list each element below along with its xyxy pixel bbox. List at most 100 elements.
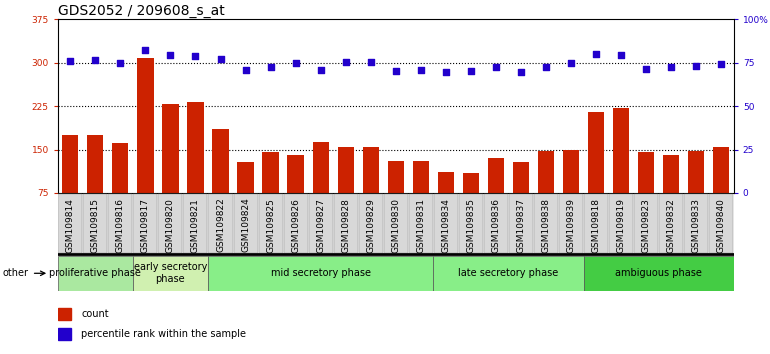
Bar	[87, 135, 103, 236]
FancyBboxPatch shape	[383, 194, 408, 252]
Bar	[137, 58, 153, 236]
FancyBboxPatch shape	[208, 256, 434, 291]
Text: GSM109818: GSM109818	[591, 198, 601, 253]
FancyBboxPatch shape	[359, 194, 383, 252]
Point	[690, 63, 702, 69]
Bar	[688, 151, 705, 236]
Text: ambiguous phase: ambiguous phase	[615, 268, 702, 278]
Bar	[663, 155, 679, 236]
FancyBboxPatch shape	[634, 194, 658, 252]
Text: GSM109821: GSM109821	[191, 198, 200, 253]
Point	[465, 68, 477, 74]
Text: proliferative phase: proliferative phase	[49, 268, 141, 278]
FancyBboxPatch shape	[59, 194, 82, 252]
Bar	[263, 153, 279, 236]
Text: GSM109836: GSM109836	[491, 198, 500, 253]
FancyBboxPatch shape	[459, 194, 483, 252]
FancyBboxPatch shape	[283, 194, 308, 252]
FancyBboxPatch shape	[685, 194, 708, 252]
Point	[490, 65, 502, 70]
Point	[540, 64, 552, 70]
Text: GSM109825: GSM109825	[266, 198, 275, 253]
FancyBboxPatch shape	[509, 194, 533, 252]
Text: GSM109816: GSM109816	[116, 198, 125, 253]
Point	[314, 67, 326, 73]
Text: GSM109840: GSM109840	[717, 198, 726, 253]
Point	[415, 68, 427, 73]
Text: GSM109830: GSM109830	[391, 198, 400, 253]
Text: GSM109834: GSM109834	[441, 198, 450, 253]
Text: GSM109824: GSM109824	[241, 198, 250, 252]
Text: GSM109815: GSM109815	[91, 198, 100, 253]
Bar	[387, 161, 404, 236]
Point	[590, 51, 602, 57]
Text: GSM109820: GSM109820	[166, 198, 175, 253]
Point	[114, 61, 126, 66]
Bar	[363, 147, 379, 236]
Text: percentile rank within the sample: percentile rank within the sample	[82, 329, 246, 339]
Point	[290, 61, 302, 66]
Text: GSM109827: GSM109827	[316, 198, 325, 253]
Bar	[112, 143, 129, 236]
Bar	[638, 153, 654, 236]
Bar	[488, 158, 504, 236]
Point	[264, 65, 276, 70]
Text: mid secretory phase: mid secretory phase	[271, 268, 370, 278]
FancyBboxPatch shape	[709, 194, 733, 252]
Point	[440, 69, 452, 74]
Bar	[58, 328, 72, 340]
Bar	[287, 155, 303, 236]
Text: GSM109829: GSM109829	[367, 198, 375, 253]
Bar	[58, 308, 72, 320]
Text: GSM109826: GSM109826	[291, 198, 300, 253]
Text: GSM109838: GSM109838	[541, 198, 551, 253]
Text: GSM109817: GSM109817	[141, 198, 150, 253]
Text: GSM109837: GSM109837	[517, 198, 525, 253]
Bar	[463, 173, 479, 236]
Bar	[713, 147, 729, 236]
FancyBboxPatch shape	[534, 194, 558, 252]
Text: GSM109828: GSM109828	[341, 198, 350, 253]
Point	[89, 57, 102, 63]
FancyBboxPatch shape	[58, 256, 133, 291]
FancyBboxPatch shape	[484, 194, 508, 252]
FancyBboxPatch shape	[409, 194, 433, 252]
Bar	[313, 142, 329, 236]
Point	[665, 65, 678, 70]
Bar	[538, 151, 554, 236]
FancyBboxPatch shape	[333, 194, 358, 252]
Point	[364, 59, 377, 65]
Bar	[563, 149, 579, 236]
Point	[715, 61, 728, 67]
Bar	[213, 129, 229, 236]
FancyBboxPatch shape	[133, 194, 157, 252]
Bar	[613, 108, 629, 236]
FancyBboxPatch shape	[609, 194, 633, 252]
FancyBboxPatch shape	[309, 194, 333, 252]
FancyBboxPatch shape	[584, 256, 734, 291]
Point	[189, 54, 202, 59]
FancyBboxPatch shape	[209, 194, 233, 252]
FancyBboxPatch shape	[183, 194, 207, 252]
Text: other: other	[3, 268, 45, 278]
Point	[515, 69, 527, 74]
Bar	[62, 135, 79, 236]
FancyBboxPatch shape	[259, 194, 283, 252]
Point	[340, 59, 352, 64]
Bar	[162, 104, 179, 236]
Text: GSM109814: GSM109814	[65, 198, 75, 253]
FancyBboxPatch shape	[584, 194, 608, 252]
FancyBboxPatch shape	[434, 256, 584, 291]
Point	[214, 56, 226, 62]
FancyBboxPatch shape	[133, 256, 208, 291]
Point	[565, 61, 578, 66]
Bar	[513, 162, 529, 236]
Text: GSM109833: GSM109833	[691, 198, 701, 253]
FancyBboxPatch shape	[559, 194, 583, 252]
FancyBboxPatch shape	[159, 194, 182, 252]
FancyBboxPatch shape	[233, 194, 257, 252]
FancyBboxPatch shape	[109, 194, 132, 252]
Text: count: count	[82, 309, 109, 319]
Bar	[588, 112, 604, 236]
FancyBboxPatch shape	[434, 194, 458, 252]
